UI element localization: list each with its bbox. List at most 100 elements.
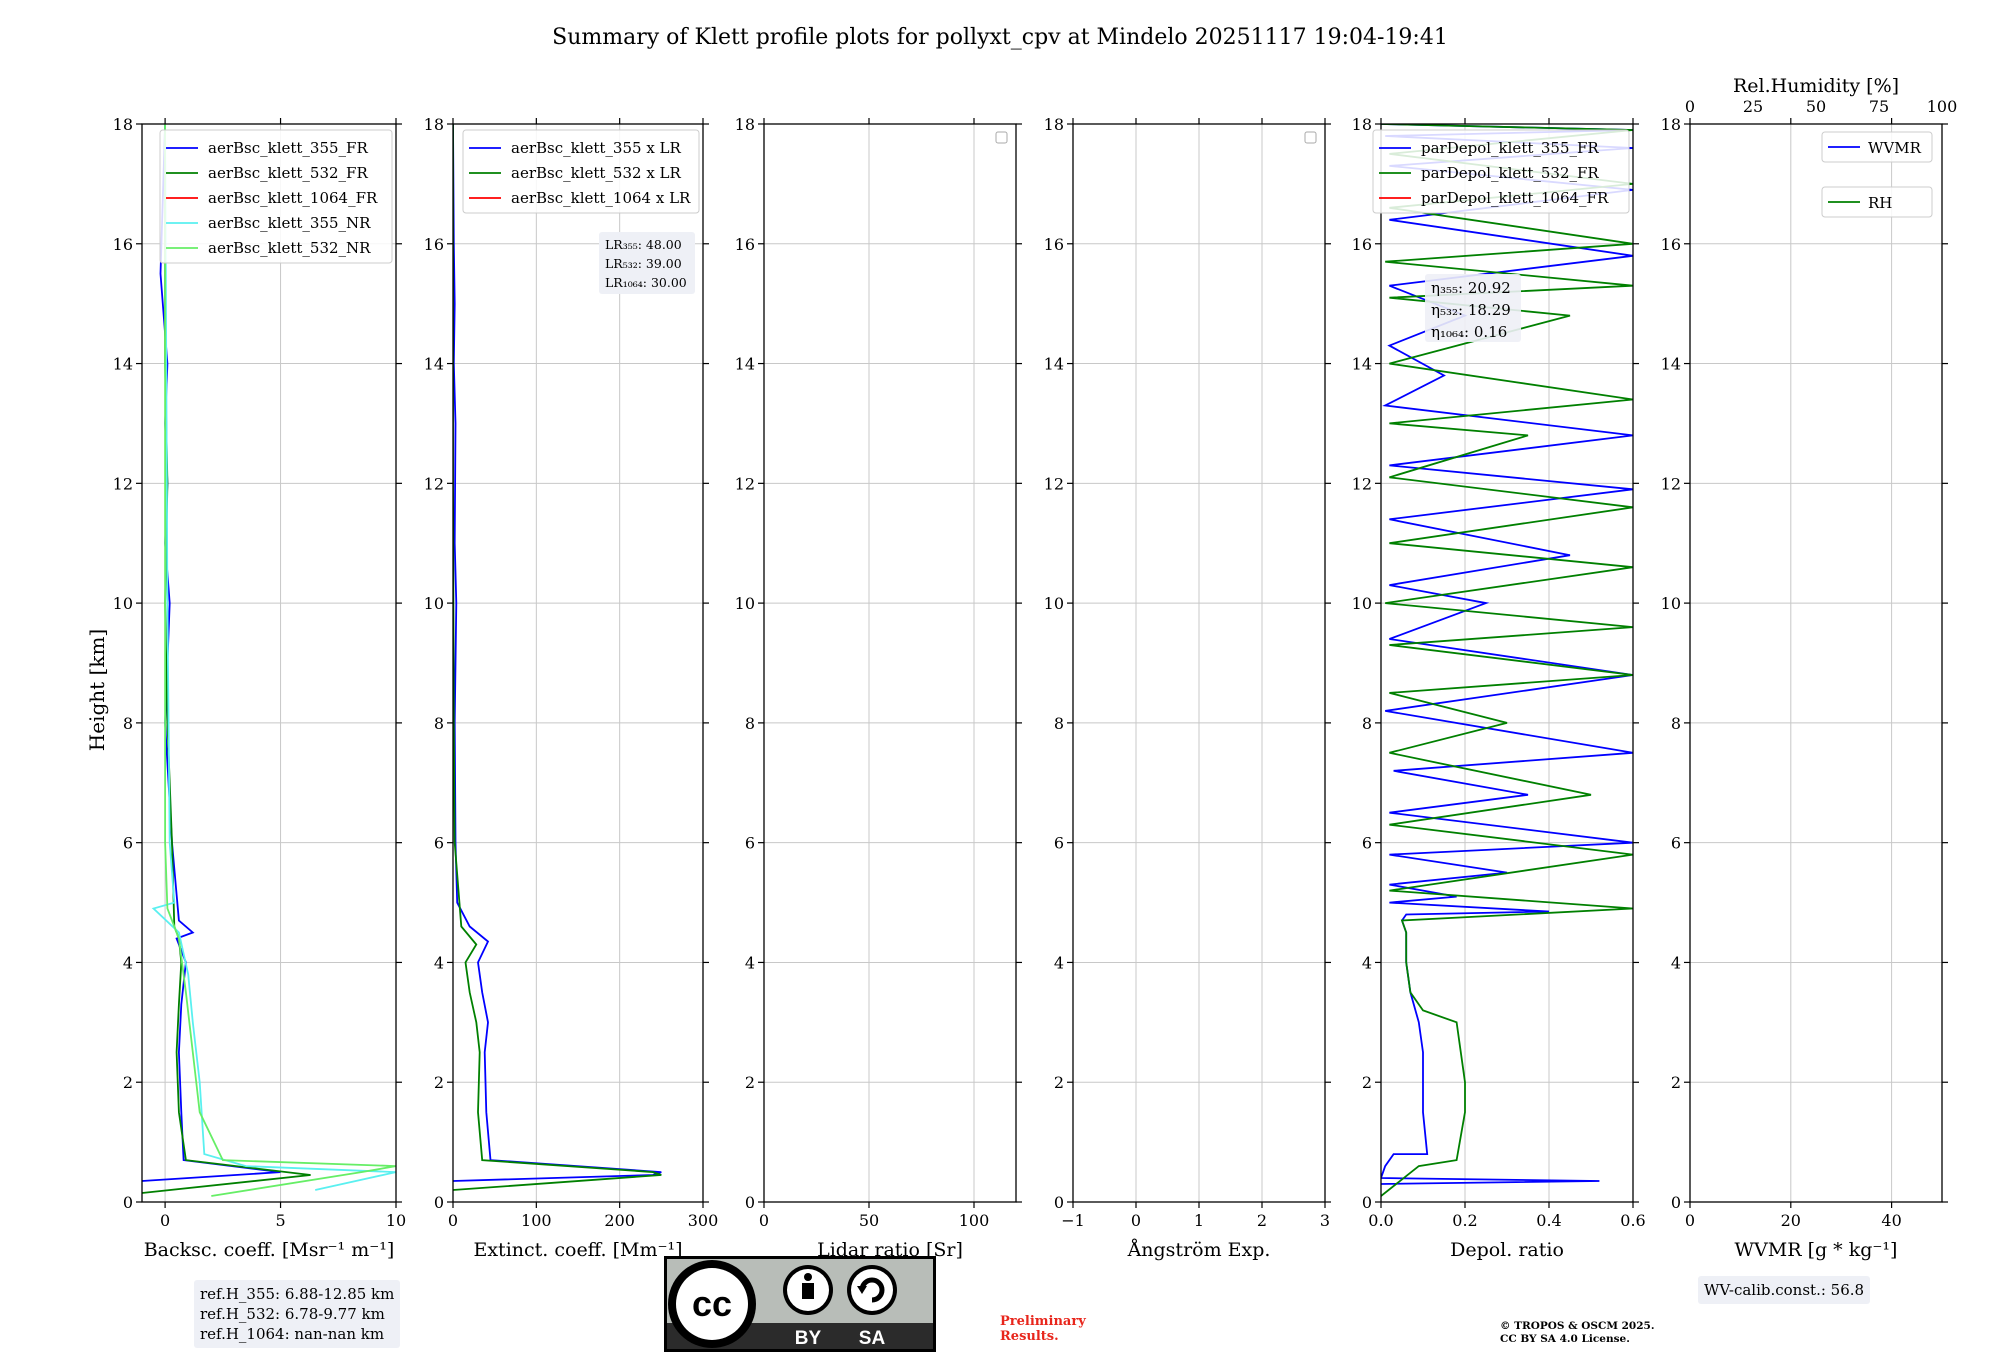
x-tick-label-extinction: 300: [688, 1211, 719, 1230]
series-line-parDepol_klett_355_FR: [1381, 124, 1633, 1185]
y-tick-label-extinction: 6: [434, 834, 444, 853]
y-tick-label-depol: 6: [1362, 834, 1372, 853]
y-tick-label-wvmr: 6: [1671, 834, 1681, 853]
x-tick-label-extinction: 200: [604, 1211, 635, 1230]
y-tick-label-backscatter: 10: [113, 594, 133, 613]
y-tick-label-wvmr: 4: [1671, 953, 1681, 972]
copyright-line-1: © TROPOS & OSCM 2025.: [1500, 1320, 1655, 1332]
y-tick-label-depol: 16: [1352, 235, 1372, 254]
empty-legend-lidar_ratio: [995, 131, 1008, 144]
x-tick-label-wvmr: 40: [1881, 1211, 1901, 1230]
series-line-parDepol_klett_532_FR: [1381, 124, 1633, 1197]
cc-circle-inner: [676, 1268, 748, 1340]
y-axis-label: Height [km]: [85, 629, 109, 751]
y-tick-label-backscatter: 18: [113, 115, 133, 134]
x-tick-label-backscatter: 10: [386, 1211, 406, 1230]
legend-label-aerBsc_klett_532_FR: aerBsc_klett_532_FR: [208, 164, 368, 182]
panel-depol: 0.0 0.2 0.4 0.6 0 2 4 6 8 10 12 14 16 18 Depol. ratio p…: [1352, 115, 1646, 1261]
x-tick-label-depol: 0.0: [1368, 1211, 1393, 1230]
y-tick-label-backscatter: 16: [113, 235, 133, 254]
y-tick-label-angstrom: 0: [1054, 1193, 1064, 1212]
y-tick-label-angstrom: 8: [1054, 714, 1064, 733]
y-tick-label-backscatter: 4: [123, 953, 133, 972]
y-tick-label-angstrom: 18: [1044, 115, 1064, 134]
legend-label-aerBsc_klett_355_FR: aerBsc_klett_355_FR: [208, 139, 368, 157]
eta-annotation: η₁₀₆₄: 0.16: [1431, 323, 1507, 341]
y-tick-label-extinction: 10: [424, 594, 444, 613]
axes-frame-depol: [1380, 123, 1634, 1203]
legend-box-backscatter: [159, 129, 393, 264]
empty-legend-angstrom: [1304, 131, 1317, 144]
y-tick-label-depol: 18: [1352, 115, 1372, 134]
legend-label-aerBsc_klett_1064_FR: aerBsc_klett_1064_FR: [208, 189, 378, 207]
series-line-aerBsc_klett_532 x LR: [453, 124, 662, 1191]
x-tick-label-depol: 0.6: [1620, 1211, 1645, 1230]
panel-extinction: 0 100 200 300 0 2 4 6 8 10 12 14 16 18 Extinct. coeff.…: [424, 115, 719, 1261]
x-tick-label-backscatter: 5: [275, 1211, 285, 1230]
panel-wvmr: 0 20 40 0 2 4 6 8 10 12 14 16 18 WVMR [g * kg⁻¹] 0 25 50…: [1661, 75, 1958, 1261]
preliminary-results: Preliminary Results.: [1000, 1314, 1086, 1344]
y-tick-label-depol: 10: [1352, 594, 1372, 613]
legend-label-aerBsc_klett_1064 x LR: aerBsc_klett_1064 x LR: [511, 189, 691, 207]
y-tick-label-backscatter: 6: [123, 834, 133, 853]
y-tick-label-extinction: 12: [424, 474, 444, 493]
x-tick-label-lidar_ratio: 50: [859, 1211, 879, 1230]
lr-annotation-box: [599, 232, 695, 294]
y-tick-label-depol: 0: [1362, 1193, 1372, 1212]
copyright-notice: © TROPOS & OSCM 2025. CC BY SA 4.0 Licen…: [1500, 1320, 1655, 1346]
axes-frame-wvmr: [1689, 123, 1943, 1203]
series-group-depol: [1381, 124, 1633, 1197]
legend-label-RH: RH: [1868, 194, 1892, 212]
y-tick-label-lidar_ratio: 6: [745, 834, 755, 853]
x-tick-label-lidar_ratio: 0: [759, 1211, 769, 1230]
y-tick-label-angstrom: 12: [1044, 474, 1064, 493]
ref-height-1064: ref.H_1064: nan-nan km: [200, 1325, 385, 1343]
y-tick-label-wvmr: 14: [1661, 355, 1681, 374]
cc-by-sa-badge: cc BY SA: [664, 1256, 936, 1352]
y-tick-label-lidar_ratio: 12: [735, 474, 755, 493]
copyright-line-2: CC BY SA 4.0 License.: [1500, 1333, 1630, 1345]
y-tick-label-lidar_ratio: 16: [735, 235, 755, 254]
legend-label-WVMR: WVMR: [1868, 139, 1922, 157]
x-axis-label-angstrom: Ångström Exp.: [1127, 1239, 1271, 1261]
y-tick-label-wvmr: 12: [1661, 474, 1681, 493]
x-tick-label-lidar_ratio: 100: [959, 1211, 990, 1230]
x-tick-label-depol: 0.2: [1452, 1211, 1477, 1230]
y-tick-label-lidar_ratio: 10: [735, 594, 755, 613]
ref-height-355: ref.H_355: 6.88-12.85 km: [200, 1285, 395, 1303]
lr-annotation: LR₁₀₆₄: 30.00: [605, 275, 687, 290]
top-tick-label-wvmr: 50: [1806, 97, 1826, 116]
series-line-aerBsc_klett_355_FR: [142, 124, 281, 1182]
y-tick-label-depol: 8: [1362, 714, 1372, 733]
ref-heights-box: ref.H_355: 6.88-12.85 km ref.H_532: 6.78…: [194, 1280, 401, 1348]
legend-box-depol: [1372, 129, 1630, 214]
y-tick-label-lidar_ratio: 14: [735, 355, 755, 374]
y-tick-label-extinction: 4: [434, 953, 444, 972]
eta-annotation: η₃₅₅: 20.92: [1431, 279, 1511, 297]
y-tick-label-wvmr: 10: [1661, 594, 1681, 613]
y-tick-label-angstrom: 4: [1054, 953, 1064, 972]
x-tick-label-wvmr: 20: [1781, 1211, 1801, 1230]
legend-box-RH: [1821, 186, 1933, 218]
x-tick-label-angstrom: 1: [1194, 1211, 1204, 1230]
axes-frame-backscatter: [141, 123, 397, 1203]
y-tick-label-extinction: 16: [424, 235, 444, 254]
y-tick-label-extinction: 2: [434, 1073, 444, 1092]
y-tick-label-depol: 2: [1362, 1073, 1372, 1092]
cc-text: cc: [692, 1283, 732, 1324]
y-tick-label-wvmr: 8: [1671, 714, 1681, 733]
x-tick-label-angstrom: −1: [1061, 1211, 1085, 1230]
y-tick-label-lidar_ratio: 2: [745, 1073, 755, 1092]
y-tick-label-wvmr: 2: [1671, 1073, 1681, 1092]
legend-label-aerBsc_klett_355 x LR: aerBsc_klett_355 x LR: [511, 139, 682, 157]
x-tick-label-extinction: 0: [448, 1211, 458, 1230]
y-tick-label-wvmr: 16: [1661, 235, 1681, 254]
by-label: BY: [795, 1328, 822, 1349]
top-tick-label-wvmr: 100: [1927, 97, 1958, 116]
legend-label-parDepol_klett_532_FR: parDepol_klett_532_FR: [1421, 164, 1599, 182]
legend-label-parDepol_klett_1064_FR: parDepol_klett_1064_FR: [1421, 189, 1609, 207]
top-tick-label-wvmr: 25: [1743, 97, 1763, 116]
legend-label-aerBsc_klett_532 x LR: aerBsc_klett_532 x LR: [511, 164, 682, 182]
